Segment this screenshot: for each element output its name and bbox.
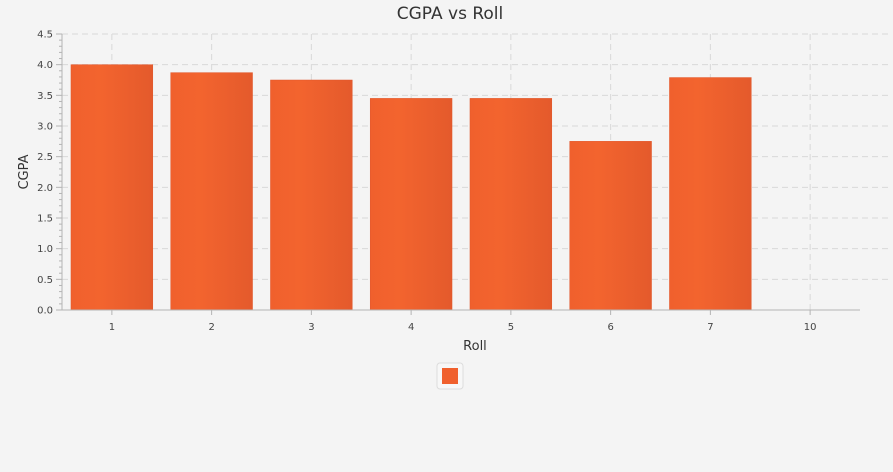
y-tick-label: 3.0 [37,122,53,133]
bar-roll-3[interactable] [270,79,353,311]
y-tick-label: 4.5 [37,30,53,41]
x-tick-label: 5 [508,322,514,333]
x-tick-label: 6 [607,322,613,333]
y-axis-ticks: 0.0 0.5 1.0 1.5 2.0 2.5 3.0 3.5 4.0 4.5 [37,30,62,317]
bar-roll-6[interactable] [569,141,652,311]
bar-roll-2[interactable] [170,72,253,311]
x-tick-label: 4 [408,322,414,333]
bar-roll-1[interactable] [70,64,154,311]
x-axis-title: Roll [463,339,487,354]
y-tick-label: 3.5 [37,91,53,102]
chart-title: CGPA vs Roll [397,4,503,24]
y-tick-label: 2.5 [37,152,53,163]
x-tick-label: 3 [308,322,314,333]
legend-swatch [442,368,458,384]
y-tick-label: 4.0 [37,60,53,71]
y-axis-title: CGPA [17,154,32,189]
x-tick-label: 7 [707,322,713,333]
y-tick-label: 0.0 [37,306,53,317]
x-tick-label: 10 [804,322,817,333]
bar-roll-5[interactable] [469,98,553,311]
bar-roll-7[interactable] [669,77,752,311]
legend [436,362,464,390]
y-tick-label: 2.0 [37,183,53,194]
y-tick-label: 1.5 [37,214,53,225]
x-tick-label: 1 [109,322,115,333]
y-tick-label: 0.5 [37,275,53,286]
bars-group [70,64,752,311]
bar-roll-4[interactable] [369,98,453,311]
y-tick-label: 1.0 [37,244,53,255]
x-tick-label: 2 [208,322,214,333]
x-axis-ticks: 1 2 3 4 5 6 7 10 [109,310,817,333]
